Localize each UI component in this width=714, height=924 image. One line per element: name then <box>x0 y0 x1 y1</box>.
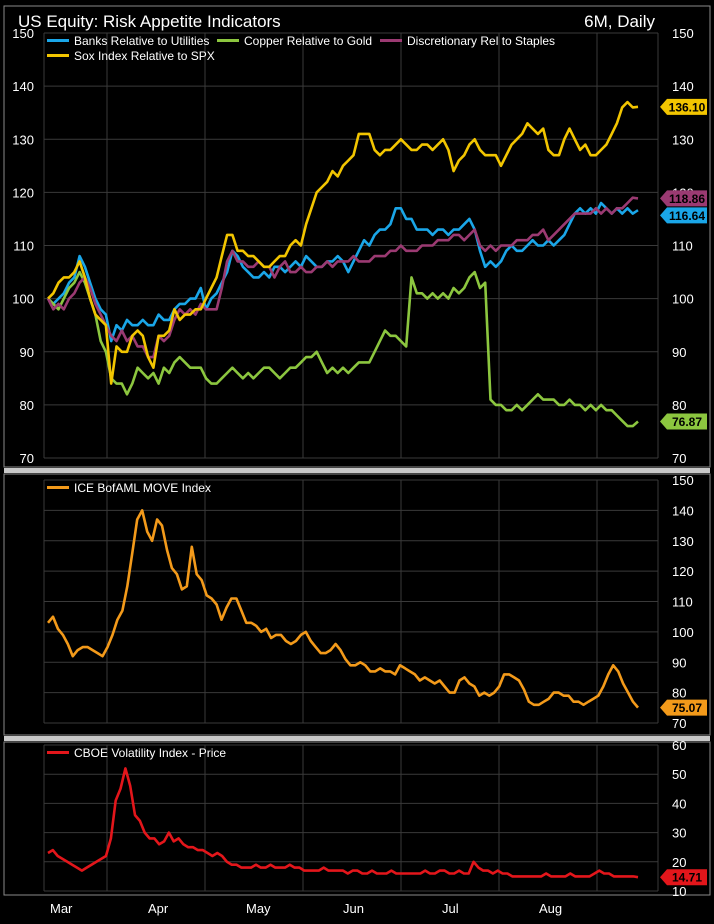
vix-ytick-right-5: 60 <box>672 738 686 753</box>
legend-label-move: ICE BofAML MOVE Index <box>74 481 211 495</box>
risk-ytick-left-6: 130 <box>12 132 34 147</box>
move-ytick-right-7: 140 <box>672 503 694 518</box>
last-value-tag-shape <box>660 699 707 716</box>
move-ytick-right-2: 90 <box>672 655 686 670</box>
period-label: 6M, Daily <box>584 12 655 31</box>
x-tick-label-apr: Apr <box>148 901 169 916</box>
risk-ytick-left-0: 70 <box>20 451 34 466</box>
vix-panel-frame <box>3 741 711 896</box>
x-axis-labels: Mar Apr May Jun Jul Aug <box>50 901 562 916</box>
risk-ytick-left-5: 120 <box>12 185 34 200</box>
risk-ytick-right-3: 100 <box>672 292 694 307</box>
move-ytick-right-0: 70 <box>672 716 686 731</box>
legend-swatch-banks <box>47 39 69 42</box>
move-ytick-right-5: 120 <box>672 564 694 579</box>
legend-label-copper: Copper Relative to Gold <box>244 34 372 48</box>
series-line-copper-relative-to-gold <box>47 270 639 428</box>
last-value-tag-shape <box>660 98 707 115</box>
last-value-tag-label: 75.07 <box>672 701 702 715</box>
panel-divider-2[interactable] <box>4 736 710 741</box>
last-value-tag-banks-relative-to-utilities: 116.64 <box>660 207 707 224</box>
series-line-sox-index-relative-to-spx <box>47 100 639 385</box>
x-tick-label-may: May <box>246 901 271 916</box>
vix-ytick-right-3: 40 <box>672 796 686 811</box>
move-ytick-right-1: 80 <box>672 686 686 701</box>
move-panel-frame <box>3 473 711 736</box>
last-value-tag-shape <box>660 207 707 224</box>
x-tick-label-jul: Jul <box>442 901 459 916</box>
risk-ytick-left-2: 90 <box>20 345 34 360</box>
legend-swatch-move <box>47 486 69 489</box>
move-ytick-right-3: 100 <box>672 625 694 640</box>
legend-swatch-sox <box>47 54 69 57</box>
vix-ytick-right-4: 50 <box>672 767 686 782</box>
risk-ytick-left-7: 140 <box>12 79 34 94</box>
last-value-tag-label: 136.10 <box>669 100 706 114</box>
risk-ytick-right-7: 140 <box>672 79 694 94</box>
legend-top: Banks Relative to Utilities Copper Relat… <box>47 34 555 63</box>
last-value-tag-cboe-volatility-index-price: 14.71 <box>660 869 707 886</box>
risk-ytick-left-4: 110 <box>13 239 34 254</box>
vix-ytick-right-0: 10 <box>672 884 686 899</box>
last-value-tag-shape <box>660 413 707 430</box>
move-ytick-right-4: 110 <box>672 595 693 610</box>
last-value-tag-label: 116.64 <box>669 209 705 223</box>
panel-divider-1[interactable] <box>4 468 710 473</box>
last-value-tag-shape <box>660 190 707 207</box>
vix-ytick-right-1: 20 <box>672 855 686 870</box>
risk-appetite-panel: 7070808090901001001101101201201301301401… <box>3 5 711 468</box>
legend-label-sox: Sox Index Relative to SPX <box>74 49 215 63</box>
last-value-tag-label: 118.86 <box>669 192 705 206</box>
legend-swatch-vix <box>47 751 69 754</box>
risk-ytick-right-2: 90 <box>672 345 686 360</box>
last-value-tag-ice-bofaml-move-index: 75.07 <box>660 699 707 716</box>
last-value-tag-label: 14.71 <box>672 871 702 885</box>
legend-swatch-copper <box>217 39 239 42</box>
vix-ytick-right-2: 30 <box>672 826 686 841</box>
x-tick-label-mar: Mar <box>50 901 73 916</box>
legend-label-banks: Banks Relative to Utilities <box>74 34 209 48</box>
last-value-tag-discretionary-rel-to-staples: 118.86 <box>660 190 707 207</box>
last-value-tag-label: 76.87 <box>672 415 702 429</box>
risk-panel-frame <box>3 5 711 468</box>
risk-ytick-right-0: 70 <box>672 451 686 466</box>
last-value-tag-shape <box>660 869 707 886</box>
chart-title: US Equity: Risk Appetite Indicators <box>18 12 281 31</box>
move-index-panel: 70 80 90 100 110 120 130 140 150 75.07 <box>3 473 711 736</box>
risk-ytick-right-6: 130 <box>672 132 694 147</box>
vix-panel: 10 20 30 40 50 60 14.71 <box>3 738 711 899</box>
risk-ytick-left-8: 150 <box>12 26 34 41</box>
legend-swatch-discretionary <box>380 39 402 42</box>
legend-label-discretionary: Discretionary Rel to Staples <box>407 34 555 48</box>
risk-ytick-left-1: 80 <box>20 398 34 413</box>
risk-ytick-right-1: 80 <box>672 398 686 413</box>
risk-ytick-right-4: 110 <box>672 239 693 254</box>
x-tick-label-jun: Jun <box>343 901 364 916</box>
series-line-cboe-volatility-index-price <box>47 767 639 879</box>
risk-ytick-left-3: 100 <box>12 292 34 307</box>
x-tick-label-aug: Aug <box>539 901 562 916</box>
last-value-tag-sox-index-relative-to-spx: 136.10 <box>660 98 707 115</box>
series-line-ice-bofaml-move-index <box>46 509 639 709</box>
move-ytick-right-8: 150 <box>672 473 694 488</box>
legend-label-vix: CBOE Volatility Index - Price <box>74 746 226 760</box>
risk-ytick-right-8: 150 <box>672 26 694 41</box>
last-value-tag-copper-relative-to-gold: 76.87 <box>660 413 707 430</box>
legend-vix: CBOE Volatility Index - Price <box>47 746 226 760</box>
move-ytick-right-6: 130 <box>672 534 694 549</box>
legend-move: ICE BofAML MOVE Index <box>47 481 211 495</box>
